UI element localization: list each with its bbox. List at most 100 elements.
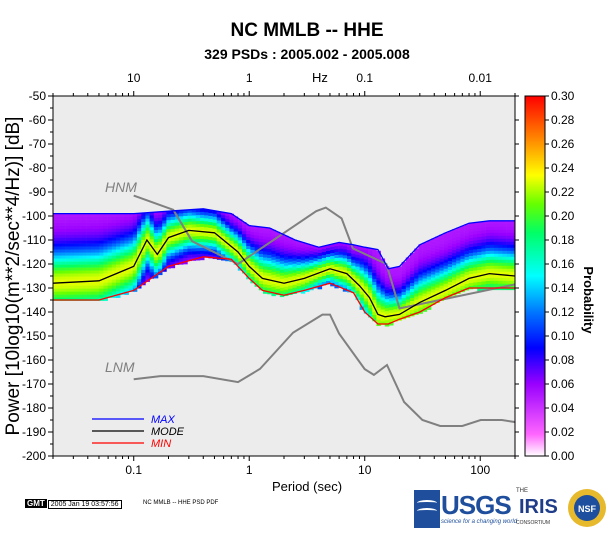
heatmap-cell xyxy=(65,222,71,226)
heatmap-cell xyxy=(422,251,428,255)
heatmap-cell xyxy=(149,242,155,246)
heatmap-cell xyxy=(456,254,461,258)
heatmap-cell xyxy=(57,213,62,217)
heatmap-cell xyxy=(397,278,402,282)
heatmap-cell xyxy=(292,272,297,276)
heatmap-cell xyxy=(376,283,381,288)
heatmap-cell xyxy=(61,294,66,298)
heatmap-cell xyxy=(69,273,75,277)
heatmap-cell xyxy=(309,262,314,267)
heatmap-cell xyxy=(313,267,318,271)
heatmap-cell xyxy=(401,270,407,275)
heatmap-cell xyxy=(372,248,377,253)
heatmap-cell xyxy=(212,228,218,233)
heatmap-cell xyxy=(78,261,83,265)
heatmap-cell xyxy=(401,297,407,302)
heatmap-cell xyxy=(498,265,503,270)
heatmap-cell xyxy=(53,216,58,220)
heatmap-cell xyxy=(422,254,428,258)
heatmap-cell xyxy=(422,290,428,294)
y-tick-label: -80 xyxy=(29,161,47,175)
heatmap-cell xyxy=(124,279,129,283)
heatmap-cell xyxy=(397,290,402,294)
heatmap-cell xyxy=(141,215,146,220)
heatmap-cell xyxy=(376,277,381,282)
heatmap-cell xyxy=(489,277,495,282)
heatmap-cell xyxy=(502,280,507,285)
heatmap-cell xyxy=(120,225,125,229)
heatmap-cell xyxy=(187,209,192,214)
heatmap-cell xyxy=(263,287,268,291)
heatmap-cell xyxy=(279,275,285,280)
heatmap-cell xyxy=(334,279,339,283)
heatmap-cell xyxy=(221,251,226,255)
heatmap-cell xyxy=(380,303,386,307)
heatmap-cell xyxy=(347,277,352,281)
heatmap-cell xyxy=(498,277,503,282)
heatmap-cell xyxy=(288,288,293,293)
heatmap-cell xyxy=(376,289,381,294)
heatmap-cell xyxy=(61,231,66,235)
heatmap-cell xyxy=(149,257,155,261)
heatmap-cell xyxy=(334,243,339,247)
heatmap-cell xyxy=(418,256,423,260)
heatmap-cell xyxy=(502,259,507,264)
heatmap-cell xyxy=(237,234,243,238)
heatmap-cell xyxy=(216,226,222,230)
heatmap-cell xyxy=(498,268,503,273)
heatmap-cell xyxy=(494,226,499,231)
heatmap-cell xyxy=(452,250,457,254)
heatmap-cell xyxy=(410,295,415,299)
heatmap-cell xyxy=(456,236,461,240)
iris-consortium: CONSORTIUM xyxy=(516,520,551,526)
heatmap-cell xyxy=(212,246,218,251)
heatmap-cell xyxy=(275,273,281,278)
heatmap-cell xyxy=(258,259,264,264)
heatmap-cell xyxy=(426,246,432,250)
heatmap-cell xyxy=(90,243,96,247)
heatmap-cell xyxy=(195,221,201,225)
heatmap-cell xyxy=(275,237,281,242)
heatmap-cell xyxy=(158,226,163,231)
heatmap-cell xyxy=(305,249,310,253)
heatmap-cell xyxy=(309,244,314,249)
heatmap-cell xyxy=(376,268,381,273)
heatmap-cell xyxy=(460,255,465,260)
heatmap-cell xyxy=(61,267,66,271)
heatmap-cell xyxy=(506,241,512,246)
heatmap-cell xyxy=(162,247,167,251)
heatmap-cell xyxy=(170,228,176,233)
heatmap-cell xyxy=(162,211,167,215)
heatmap-cell xyxy=(422,302,428,306)
heatmap-cell xyxy=(275,288,281,293)
heatmap-cell xyxy=(162,238,167,242)
heatmap-cell xyxy=(485,221,491,225)
heatmap-cell xyxy=(107,279,113,283)
heatmap-cell xyxy=(275,249,281,254)
heatmap-cell xyxy=(510,220,515,225)
heatmap-cell xyxy=(355,278,360,282)
heatmap-cell xyxy=(468,264,474,269)
heatmap-cell xyxy=(359,246,365,250)
heatmap-cell xyxy=(132,234,138,238)
heatmap-cell xyxy=(116,234,121,238)
heatmap-cell xyxy=(120,285,125,289)
heatmap-cell xyxy=(506,259,512,264)
heatmap-cell xyxy=(359,297,365,301)
heatmap-cell xyxy=(506,265,512,270)
heatmap-cell xyxy=(53,279,58,283)
heatmap-cell xyxy=(200,256,205,261)
heatmap-cell xyxy=(334,261,339,265)
heatmap-cell xyxy=(502,232,507,237)
heatmap-cell xyxy=(452,262,457,266)
heatmap-cell xyxy=(53,228,58,232)
heatmap-cell xyxy=(347,244,352,248)
heatmap-cell xyxy=(393,285,398,289)
heatmap-cell xyxy=(216,247,222,251)
heatmap-cell xyxy=(489,235,495,240)
usgs-wave-icon xyxy=(414,490,440,528)
heatmap-cell xyxy=(128,219,134,223)
heatmap-cell xyxy=(447,266,453,271)
heatmap-cell xyxy=(124,222,129,226)
heatmap-cell xyxy=(372,311,377,316)
